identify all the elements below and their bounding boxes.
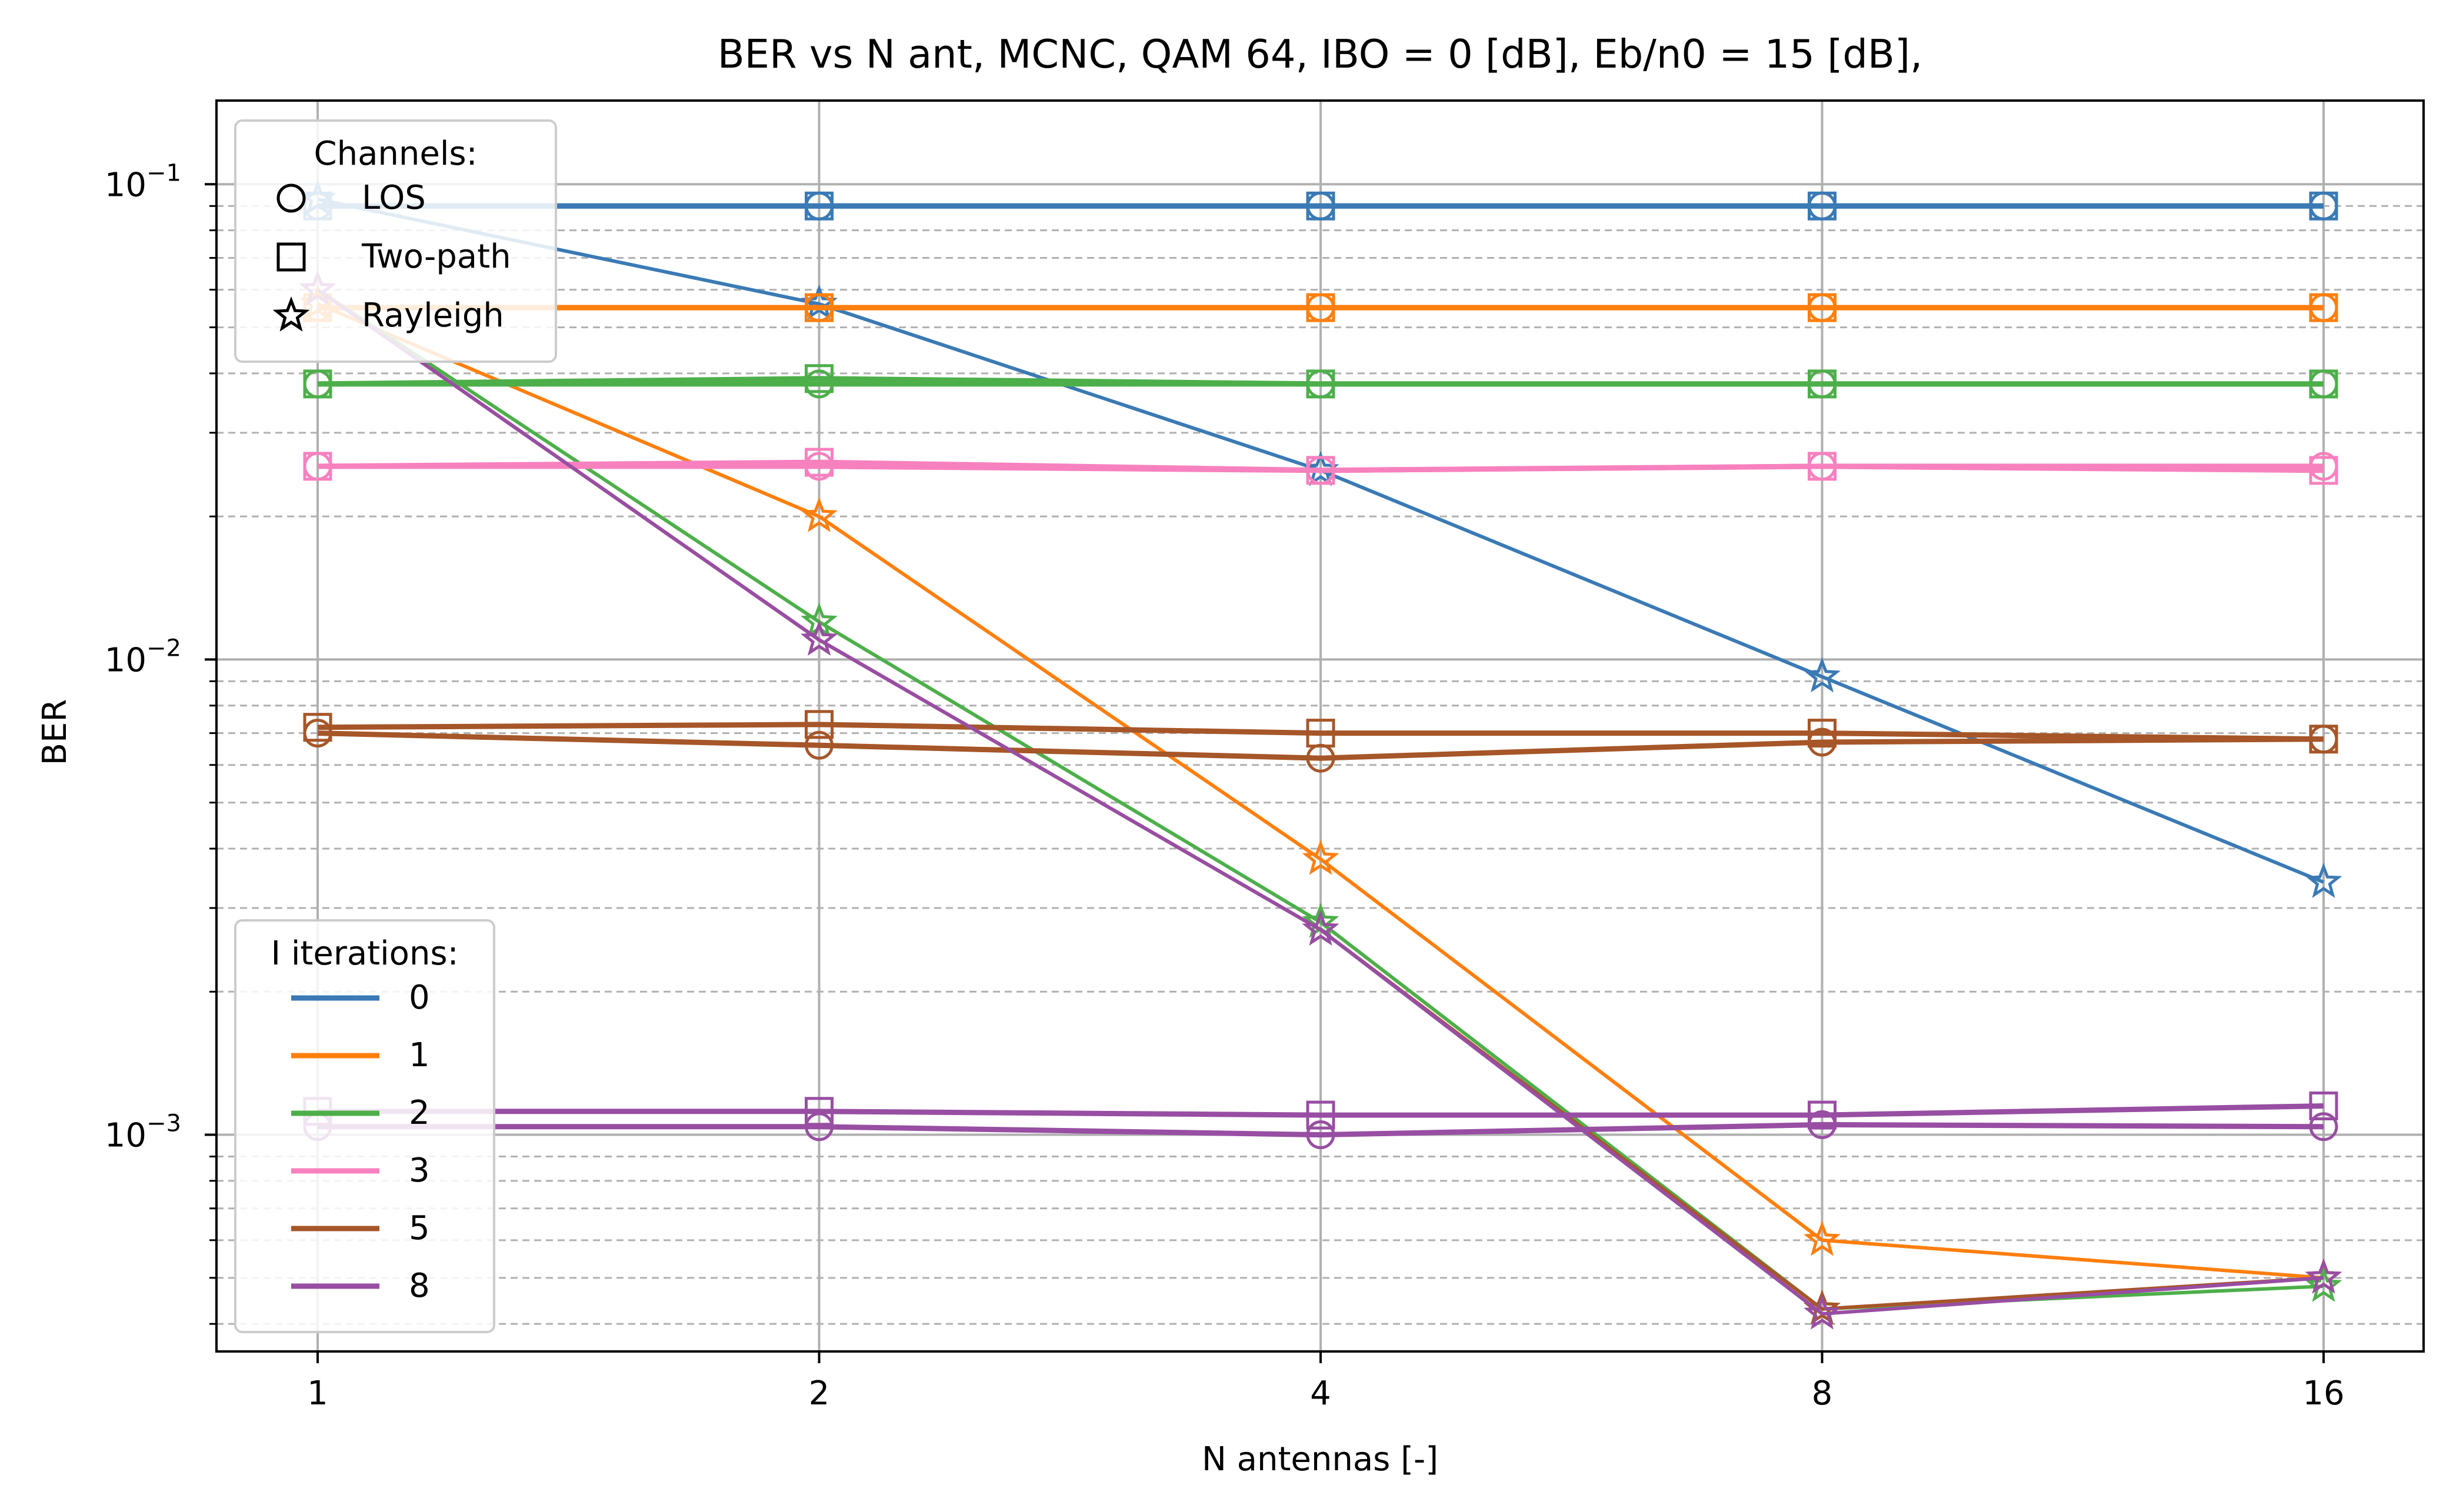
data-point-square — [805, 710, 834, 739]
series-5-two-path — [303, 710, 2338, 754]
legend-channels-frame — [234, 119, 557, 363]
data-point-star — [801, 620, 838, 656]
series-2-two-path — [303, 364, 2338, 399]
legend-iteration-label: 8 — [409, 1267, 430, 1305]
data-point-star — [2305, 1258, 2342, 1294]
legend-channel-label: Two-path — [361, 238, 511, 276]
data-point-star — [1302, 839, 1339, 875]
series-3-two-path — [303, 448, 2338, 485]
series-line — [318, 1103, 2324, 1118]
y-tick-label: 10−2 — [105, 635, 181, 679]
legend-channels-title: Channels: — [314, 135, 478, 173]
data-point-square — [1808, 191, 1837, 221]
x-tick-label: 8 — [1812, 1374, 1833, 1413]
legend-channel-label: Rayleigh — [362, 296, 504, 335]
data-point-square — [1306, 191, 1335, 221]
data-point-square — [1808, 1100, 1837, 1130]
legend-iteration-label: 1 — [409, 1036, 430, 1074]
x-axis-label: N antennas [-] — [1202, 1440, 1438, 1478]
x-tick-label: 4 — [1310, 1374, 1331, 1413]
series-line — [317, 376, 2324, 387]
legend-channel-label: LOS — [362, 179, 426, 217]
x-tick-label: 1 — [307, 1374, 328, 1413]
data-point-square — [2309, 293, 2338, 322]
series-line — [318, 1122, 2324, 1138]
data-point-square — [2309, 456, 2338, 485]
legend-square-icon — [276, 242, 306, 272]
data-point-square — [2309, 369, 2338, 399]
legend-iterations-title: I iterations: — [271, 934, 459, 973]
data-point-square — [303, 452, 332, 481]
legend-channels: Channels: LOS Two-path Rayleigh — [234, 119, 557, 363]
data-point-star — [2305, 1267, 2342, 1302]
data-point-square — [1808, 452, 1837, 481]
data-point-circle — [2309, 1112, 2338, 1141]
data-point-square — [1306, 369, 1335, 399]
data-point-square — [303, 713, 332, 742]
data-point-star — [801, 497, 838, 532]
data-point-square — [805, 191, 834, 221]
data-point-square — [805, 448, 834, 477]
series-line — [317, 722, 2324, 742]
data-point-square — [805, 1097, 834, 1126]
data-point-star — [1302, 910, 1339, 946]
y-axis-label: BER — [36, 699, 74, 766]
data-point-square — [1808, 369, 1837, 399]
data-point-circle — [1306, 1120, 1335, 1150]
series-line — [316, 302, 2324, 1280]
y-tick-label: 10−1 — [105, 159, 181, 204]
legend-iteration-label: 0 — [409, 979, 430, 1017]
data-point-square — [805, 364, 834, 393]
data-point-square — [1306, 456, 1335, 485]
x-tick-label: 16 — [2302, 1374, 2344, 1413]
legend-iteration-label: 5 — [409, 1209, 430, 1247]
data-point-square — [1306, 293, 1335, 322]
data-point-star — [2305, 862, 2342, 898]
series-line — [317, 730, 2324, 761]
legend-iteration-label: 2 — [409, 1094, 430, 1132]
data-point-circle — [805, 730, 834, 760]
data-point-square — [2309, 725, 2338, 754]
y-tick-label: 10−3 — [105, 1110, 181, 1155]
legend-circle-icon — [276, 183, 306, 213]
data-point-square — [1808, 719, 1837, 748]
series-layer — [299, 179, 2342, 1330]
data-point-square — [1306, 719, 1335, 748]
legend-iterations: I iterations: 0 1 2 3 5 8 — [234, 919, 495, 1333]
data-point-square — [805, 293, 834, 322]
legend-iteration-label: 3 — [409, 1151, 430, 1190]
data-point-square — [303, 369, 332, 399]
data-point-square — [1306, 1100, 1335, 1130]
series-line — [316, 288, 2324, 1316]
chart-title: BER vs N ant, MCNC, QAM 64, IBO = 0 [dB]… — [718, 31, 1923, 77]
data-point-square — [2309, 1091, 2338, 1120]
legend-iterations-frame — [234, 919, 495, 1333]
axes-layer: 10−1 10−2 10−3 1 2 4 8 16 — [105, 159, 2345, 1413]
data-point-star — [1804, 1294, 1841, 1330]
series-line — [317, 459, 2324, 473]
data-point-star — [1804, 1220, 1841, 1256]
x-tick-label: 2 — [809, 1374, 830, 1413]
data-point-square — [1808, 293, 1837, 322]
legend-star-icon — [272, 296, 310, 332]
data-point-square — [2309, 191, 2338, 221]
data-point-star — [1804, 657, 1841, 693]
